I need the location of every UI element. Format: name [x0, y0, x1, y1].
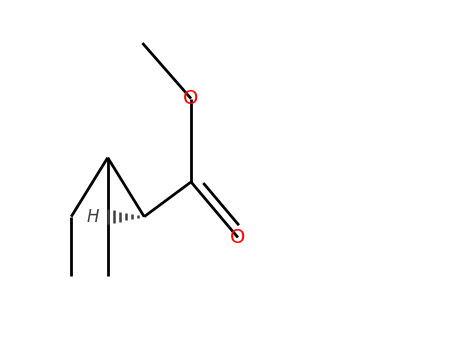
Text: O: O [183, 89, 199, 108]
Text: H: H [86, 208, 99, 226]
Text: O: O [230, 228, 246, 247]
